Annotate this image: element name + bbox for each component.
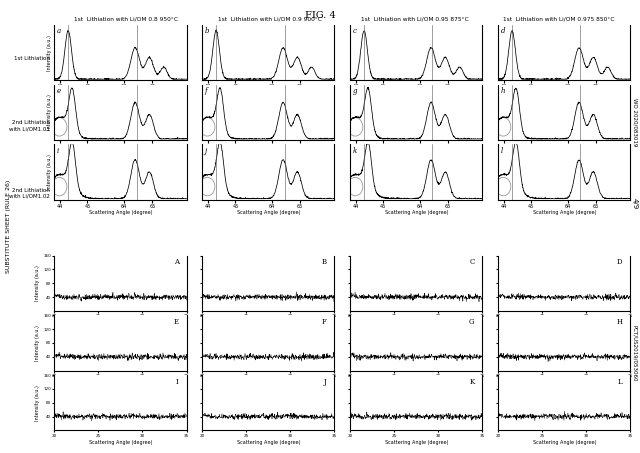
Text: B: B — [321, 258, 326, 266]
Text: 1st  Lithiation with Li/OM 0.975 850°C: 1st Lithiation with Li/OM 0.975 850°C — [502, 17, 614, 22]
Text: h: h — [500, 87, 505, 95]
Text: l: l — [500, 147, 503, 154]
Text: Scattering Angle (degree): Scattering Angle (degree) — [385, 440, 448, 445]
Text: 4/9: 4/9 — [632, 198, 638, 209]
Text: c: c — [353, 27, 356, 35]
Text: A: A — [173, 258, 179, 266]
Text: Scattering Angle (degree): Scattering Angle (degree) — [89, 210, 152, 215]
Y-axis label: Intensity (a.u.): Intensity (a.u.) — [47, 94, 52, 130]
Y-axis label: Intensity (a.u.): Intensity (a.u.) — [35, 385, 40, 421]
Text: d: d — [500, 27, 505, 35]
Text: e: e — [56, 87, 61, 95]
Text: SUBSTITUTE SHEET (RULE 26): SUBSTITUTE SHEET (RULE 26) — [6, 180, 11, 273]
Y-axis label: Intensity (a.u.): Intensity (a.u.) — [47, 154, 52, 190]
Text: E: E — [173, 318, 179, 326]
Text: a: a — [56, 27, 61, 35]
Text: Scattering Angle (degree): Scattering Angle (degree) — [385, 210, 448, 215]
Text: F: F — [322, 318, 326, 326]
Text: H: H — [616, 318, 623, 326]
Y-axis label: Intensity (a.u.): Intensity (a.u.) — [47, 34, 52, 71]
Text: 2nd Lithiation
with Li/OM1.02: 2nd Lithiation with Li/OM1.02 — [9, 188, 50, 198]
Y-axis label: Intensity (a.u.): Intensity (a.u.) — [35, 265, 40, 301]
Text: K: K — [469, 378, 474, 386]
Text: G: G — [469, 318, 474, 326]
Text: k: k — [353, 147, 356, 154]
Text: 2nd Lithiation
with Li/OM1.01: 2nd Lithiation with Li/OM1.01 — [9, 120, 50, 131]
Text: FIG. 4: FIG. 4 — [305, 11, 335, 20]
Text: Scattering Angle (degree): Scattering Angle (degree) — [89, 440, 152, 445]
Text: b: b — [205, 27, 209, 35]
Text: g: g — [353, 87, 357, 95]
Text: PCT/US2019/053060: PCT/US2019/053060 — [632, 325, 637, 381]
Text: 1st  Lithiation with Li/OM 0.95 875°C: 1st Lithiation with Li/OM 0.95 875°C — [360, 17, 468, 22]
Text: j: j — [205, 147, 207, 154]
Text: Scattering Angle (degree): Scattering Angle (degree) — [237, 440, 300, 445]
Y-axis label: Intensity (a.u.): Intensity (a.u.) — [35, 325, 40, 361]
Text: f: f — [205, 87, 207, 95]
Text: L: L — [618, 378, 623, 386]
Text: WO 2020/083019: WO 2020/083019 — [632, 98, 637, 146]
Text: i: i — [56, 147, 59, 154]
Text: I: I — [176, 378, 179, 386]
Text: Scattering Angle (degree): Scattering Angle (degree) — [532, 440, 596, 445]
Text: 1st  Lithiation with Li/OM 0.9 900°C: 1st Lithiation with Li/OM 0.9 900°C — [218, 17, 323, 22]
Text: J: J — [324, 378, 326, 386]
Text: Scattering Angle (degree): Scattering Angle (degree) — [237, 210, 300, 215]
Text: C: C — [469, 258, 474, 266]
Text: 1st Lithiation: 1st Lithiation — [14, 56, 50, 61]
Text: Scattering Angle (degree): Scattering Angle (degree) — [532, 210, 596, 215]
Text: D: D — [617, 258, 623, 266]
Text: 1st  Lithiation with Li/OM 0.8 950°C: 1st Lithiation with Li/OM 0.8 950°C — [74, 17, 179, 22]
